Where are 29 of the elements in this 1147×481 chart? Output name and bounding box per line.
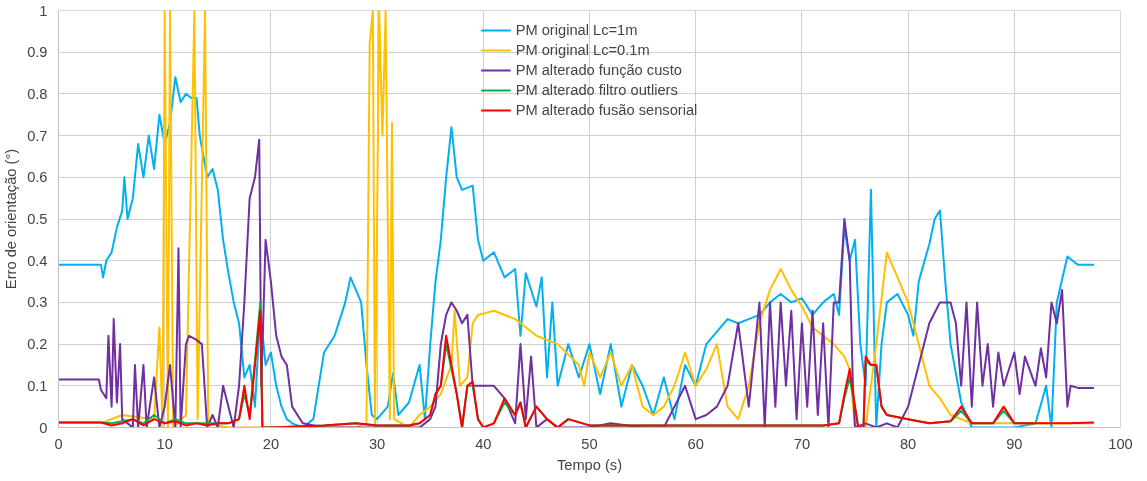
x-tick-label: 70	[793, 435, 811, 452]
x-axis-title: Tempo (s)	[556, 456, 623, 473]
x-tick-label: 0	[54, 435, 63, 452]
legend-label: PM alterado fusão sensorial	[515, 102, 698, 118]
legend-label: PM alterado filtro outliers	[515, 82, 678, 98]
y-tick-label: 0.9	[27, 44, 48, 61]
x-tick-label: 10	[156, 435, 173, 452]
x-tick-label: 50	[581, 435, 598, 452]
x-tick-label: 60	[687, 435, 704, 452]
x-tick-label: 80	[899, 435, 917, 452]
y-tick-label: 0.7	[27, 127, 48, 144]
y-tick-label: 0.1	[27, 377, 48, 394]
x-tick-label: 30	[368, 435, 386, 452]
y-tick-label: 0.8	[27, 85, 48, 102]
y-axis-title: Erro de orientação (°)	[3, 148, 20, 290]
legend-label: PM alterado função custo	[515, 62, 682, 78]
y-tick-label: 1	[39, 2, 48, 19]
x-tick-label: 100	[1108, 435, 1133, 452]
x-tick-label: 20	[262, 435, 280, 452]
y-tick-label: 0.4	[27, 252, 48, 269]
y-tick-label: 0	[39, 419, 48, 436]
y-tick-label: 0.6	[27, 169, 48, 186]
legend-label: PM original Lc=0.1m	[515, 42, 650, 58]
x-tick-label: 90	[1006, 435, 1023, 452]
legend-label: PM original Lc=1m	[515, 22, 638, 38]
y-tick-label: 0.2	[27, 336, 48, 353]
y-tick-label: 0.5	[27, 211, 48, 227]
x-tick-label: 40	[475, 435, 492, 452]
y-tick-label: 0.3	[27, 294, 48, 311]
